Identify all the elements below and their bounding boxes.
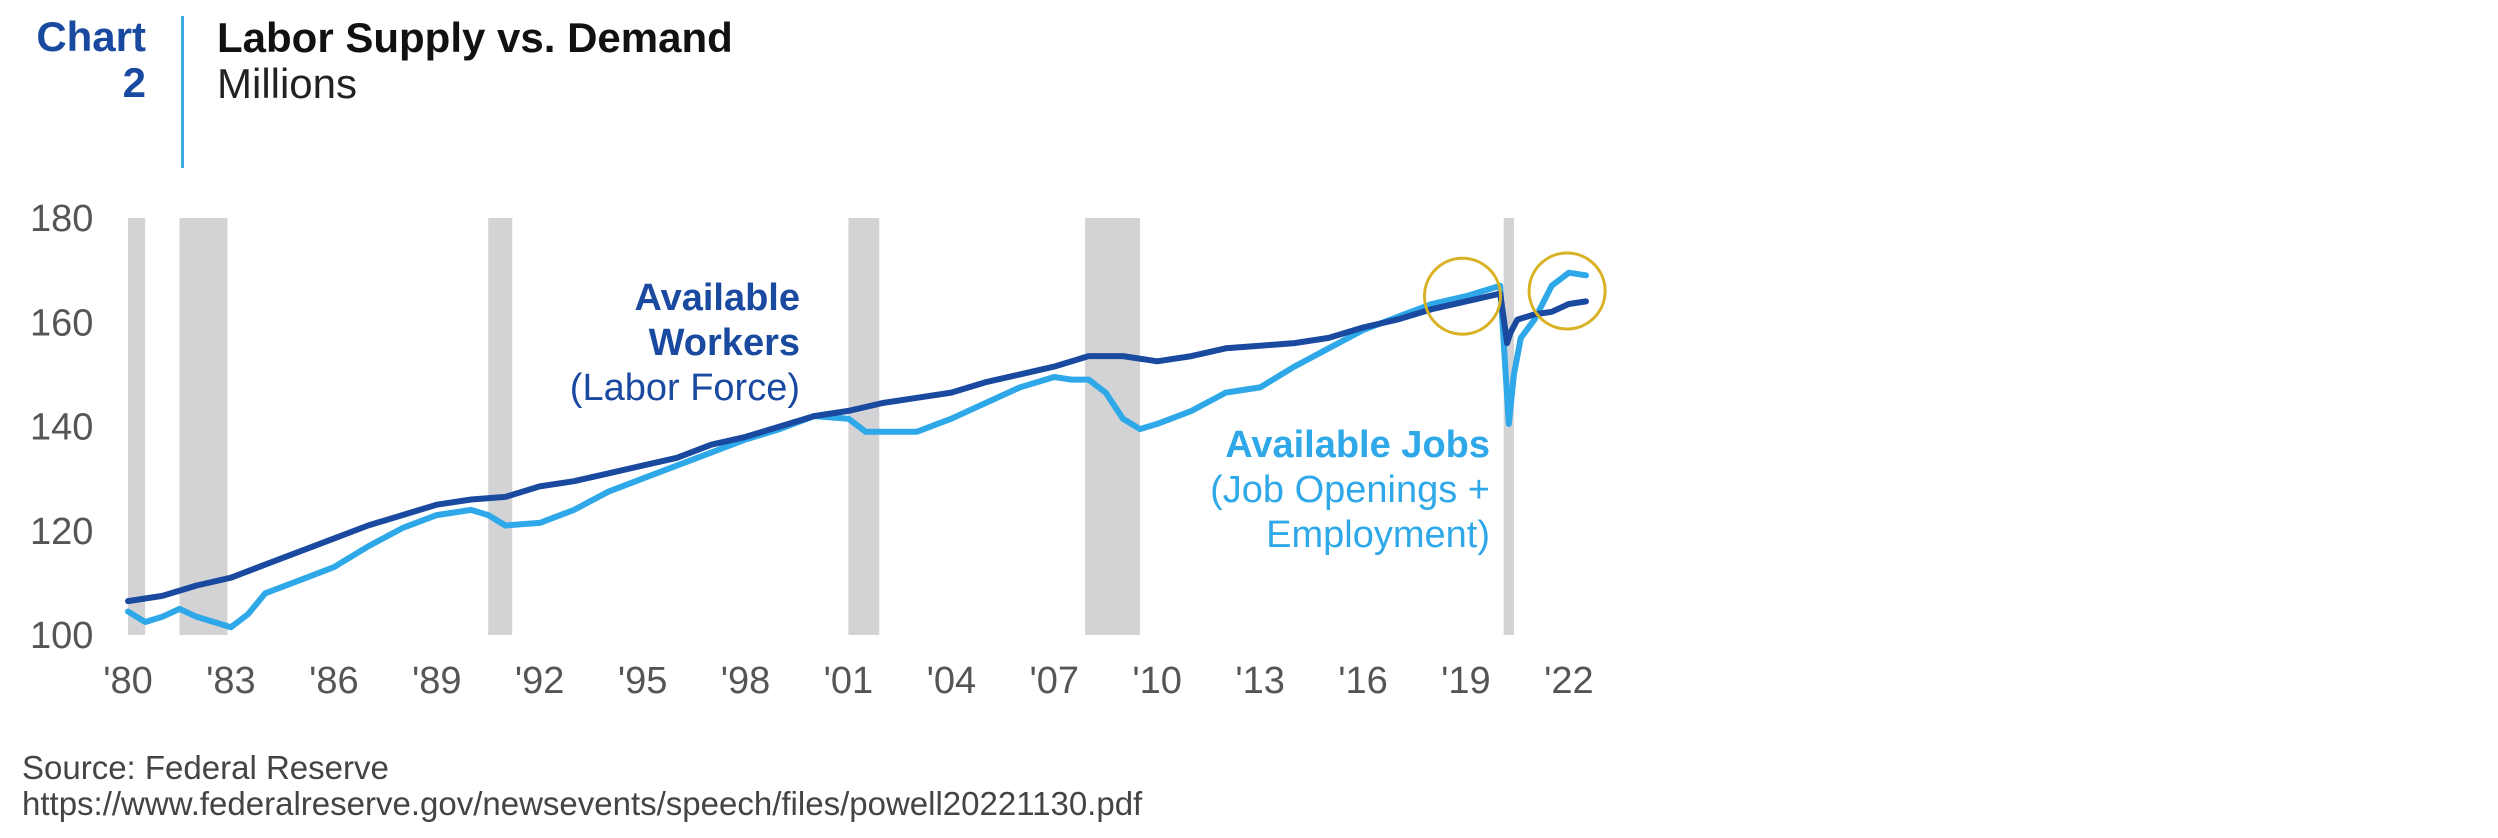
y-tick-label-3: 160 <box>30 302 93 344</box>
highlight-circles <box>1422 251 1607 336</box>
chart-number-block: Chart 2 <box>20 14 146 106</box>
x-tick-label-5: '95 <box>618 660 668 702</box>
series-line-jobs <box>125 269 1589 631</box>
x-tick-label-8: '04 <box>927 660 977 702</box>
x-tick-label-9: '07 <box>1029 660 1079 702</box>
annotation-jobs-line-1: (Job Openings + <box>1210 469 1490 511</box>
header-divider <box>181 16 184 168</box>
chart-title: Labor Supply vs. Demand <box>217 14 733 61</box>
source-url: https://www.federalreserve.gov/newsevent… <box>22 785 1143 822</box>
annotation-workers-line-0: Available <box>635 277 800 319</box>
x-tick-label-14: '22 <box>1544 660 1594 702</box>
chart-header: Chart 2 Labor Supply vs. Demand Millions <box>0 0 1300 175</box>
x-tick-label-10: '10 <box>1132 660 1182 702</box>
x-tick-label-0: '80 <box>103 660 153 702</box>
x-tick-label-6: '98 <box>721 660 771 702</box>
x-tick-label-4: '92 <box>515 660 565 702</box>
annotation-workers-line-2: (Labor Force) <box>570 367 800 409</box>
x-tick-label-1: '83 <box>206 660 256 702</box>
line-chart: 100 120 140 160 180 '80 '83 '86 '89 '92 '95 '98 '01… <box>30 198 1607 702</box>
source-label: Source: Federal Reserve <box>22 749 389 786</box>
chart-number: 2 <box>122 59 146 106</box>
y-tick-label-4: 180 <box>30 198 93 240</box>
recession-band-3 <box>848 218 880 635</box>
series-lines <box>125 269 1589 631</box>
chart-label: Chart <box>36 13 146 60</box>
recession-band-1 <box>179 218 228 635</box>
y-tick-label-2: 140 <box>30 407 93 449</box>
annotation-jobs-line-2: Employment) <box>1266 514 1490 556</box>
annotation-workers-line-1: Workers <box>649 322 800 364</box>
y-axis-ticks: 100 120 140 160 180 <box>30 198 93 657</box>
x-tick-label-3: '89 <box>412 660 462 702</box>
recession-band-2 <box>488 218 513 635</box>
highlight-circle-1 <box>1527 251 1607 331</box>
x-tick-label-2: '86 <box>309 660 359 702</box>
x-tick-label-7: '01 <box>824 660 874 702</box>
x-tick-label-12: '16 <box>1338 660 1388 702</box>
source-note: Source: Federal Reserve https://www.fede… <box>22 750 1142 822</box>
x-tick-label-11: '13 <box>1235 660 1285 702</box>
x-axis-ticks: '80 '83 '86 '89 '92 '95 '98 '01 '04 '07 '10 '13 '16 '… <box>103 660 1593 702</box>
recession-band-0 <box>128 218 146 635</box>
series-line-workers <box>125 290 1589 605</box>
chart-subtitle: Millions <box>217 60 358 107</box>
annotation-jobs-line-0: Available Jobs <box>1225 424 1490 466</box>
y-tick-label-1: 120 <box>30 511 93 553</box>
x-tick-label-13: '19 <box>1441 660 1491 702</box>
y-tick-label-0: 100 <box>30 615 93 657</box>
highlight-circle-0 <box>1422 256 1502 336</box>
